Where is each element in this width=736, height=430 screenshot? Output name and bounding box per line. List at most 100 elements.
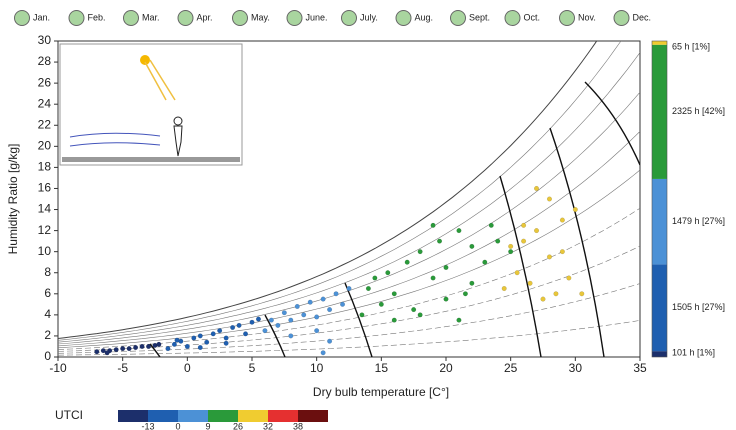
month-toggle[interactable]: Nov. xyxy=(559,10,596,26)
month-toggle[interactable]: July. xyxy=(341,10,378,26)
data-point xyxy=(527,280,533,286)
y-tick-label: 26 xyxy=(38,75,52,89)
utci-swatch xyxy=(268,410,298,422)
data-point xyxy=(508,243,514,249)
data-point xyxy=(294,303,300,309)
hours-segment xyxy=(652,178,667,265)
data-point xyxy=(566,275,572,281)
month-button[interactable] xyxy=(123,10,139,26)
month-label[interactable]: Nov. xyxy=(578,12,596,22)
data-point xyxy=(521,238,527,244)
hours-label: 1505 h [27%] xyxy=(672,302,725,312)
y-tick-label: 28 xyxy=(38,54,52,68)
data-point xyxy=(281,310,287,316)
data-point xyxy=(236,322,242,328)
data-point xyxy=(210,331,216,337)
month-button[interactable] xyxy=(341,10,357,26)
data-point xyxy=(469,280,475,286)
utci-title: UTCI xyxy=(55,408,83,422)
utci-tick-label: 26 xyxy=(233,421,243,430)
data-point xyxy=(249,319,255,325)
month-button[interactable] xyxy=(286,10,303,26)
data-point xyxy=(579,291,585,297)
data-point xyxy=(139,343,145,349)
data-point xyxy=(391,317,397,323)
data-point xyxy=(320,296,326,302)
y-tick-label: 4 xyxy=(44,307,51,321)
data-point xyxy=(437,238,443,244)
hours-label: 1479 h [27%] xyxy=(672,216,725,226)
data-point xyxy=(191,335,197,341)
month-toggle[interactable]: Apr. xyxy=(177,10,213,26)
data-point xyxy=(314,328,320,334)
data-point xyxy=(417,249,423,255)
month-button[interactable] xyxy=(613,10,630,26)
data-point xyxy=(314,314,320,320)
y-tick-label: 6 xyxy=(44,286,51,300)
month-toggle[interactable]: Dec. xyxy=(613,10,652,26)
y-tick-label: 16 xyxy=(38,181,52,195)
month-toggle[interactable]: Oct. xyxy=(504,10,541,26)
data-point xyxy=(404,259,410,265)
month-label[interactable]: July. xyxy=(360,12,378,22)
month-button[interactable] xyxy=(177,10,194,26)
utci-boundaries xyxy=(149,81,640,357)
data-point xyxy=(255,316,261,322)
month-label[interactable]: Aug. xyxy=(415,12,434,22)
month-button[interactable] xyxy=(395,10,412,26)
month-button[interactable] xyxy=(232,10,248,26)
month-toggle[interactable]: Feb. xyxy=(68,10,106,26)
data-point xyxy=(514,270,520,276)
month-label[interactable]: June. xyxy=(306,12,328,22)
data-point xyxy=(385,270,391,276)
data-point xyxy=(365,286,371,292)
month-button[interactable] xyxy=(559,10,575,26)
hours-segment xyxy=(652,264,667,352)
rh-curve xyxy=(58,41,622,341)
utci-swatch xyxy=(208,410,238,422)
y-tick-label: 30 xyxy=(38,33,52,47)
month-button[interactable] xyxy=(68,10,85,26)
data-point xyxy=(174,337,180,343)
month-label[interactable]: Dec. xyxy=(633,12,652,22)
month-button[interactable] xyxy=(450,10,466,26)
month-label[interactable]: May. xyxy=(251,12,270,22)
x-tick-label: -10 xyxy=(49,361,67,375)
data-point xyxy=(217,328,223,334)
data-point xyxy=(307,299,313,305)
data-point xyxy=(113,347,119,353)
data-point xyxy=(262,328,268,334)
month-label[interactable]: Oct. xyxy=(524,12,541,22)
data-point xyxy=(288,333,294,339)
y-tick-label: 24 xyxy=(38,96,52,110)
month-toggle[interactable]: May. xyxy=(232,10,270,26)
month-toggle[interactable]: Aug. xyxy=(395,10,434,26)
hours-label: 2325 h [42%] xyxy=(672,106,725,116)
month-toggle[interactable]: June. xyxy=(286,10,328,26)
hours-label: 101 h [1%] xyxy=(672,347,715,357)
month-button[interactable] xyxy=(504,10,521,26)
month-label[interactable]: Feb. xyxy=(88,12,106,22)
data-point xyxy=(456,228,462,234)
rh-curve xyxy=(58,41,598,339)
data-point xyxy=(94,349,100,355)
month-button[interactable] xyxy=(14,10,30,26)
month-toggle[interactable]: Mar. xyxy=(123,10,160,26)
month-label[interactable]: Mar. xyxy=(142,12,160,22)
data-point xyxy=(559,249,565,255)
month-toggle[interactable]: Jan. xyxy=(14,10,51,26)
y-tick-label: 22 xyxy=(38,117,52,131)
data-point xyxy=(391,291,397,297)
data-point xyxy=(546,196,552,202)
utci-swatch xyxy=(118,410,148,422)
month-label[interactable]: Sept. xyxy=(469,12,490,22)
month-label[interactable]: Apr. xyxy=(197,12,213,22)
hours-segment xyxy=(652,41,667,45)
data-point xyxy=(521,222,527,228)
month-toggle[interactable]: Sept. xyxy=(450,10,491,26)
rh-curve xyxy=(58,169,640,349)
month-label[interactable]: Jan. xyxy=(33,12,50,22)
data-point xyxy=(165,346,171,352)
data-point xyxy=(559,217,565,223)
